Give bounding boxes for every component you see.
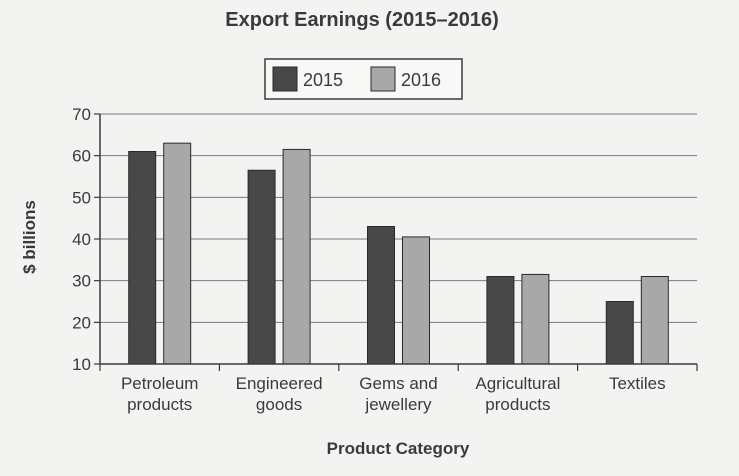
category-labels: Petroleum products Engineered goods Gems and…	[121, 374, 666, 414]
category-label: Textiles	[609, 374, 666, 393]
bar-2016	[640, 276, 669, 365]
category-label: Gems and	[359, 374, 437, 393]
y-tick-label: 40	[72, 230, 91, 249]
bars	[128, 142, 669, 365]
x-axis-title: Product Category	[327, 439, 470, 458]
category-label: Engineered	[236, 374, 323, 393]
chart-title: Export Earnings (2015–2016)	[225, 9, 498, 31]
legend-swatch-2015	[272, 66, 298, 92]
y-tick-label: 70	[72, 105, 91, 124]
y-tick-label: 20	[72, 313, 91, 332]
category-label: products	[485, 395, 550, 414]
y-axis-title: $ billions	[20, 200, 39, 274]
legend-swatch-2016	[370, 66, 396, 92]
y-tick-label: 30	[72, 272, 91, 291]
bar-2016	[402, 236, 430, 365]
category-label: Petroleum	[121, 374, 198, 393]
category-label: jewellery	[364, 395, 432, 414]
bar-2015	[247, 169, 276, 365]
category-label: Agricultural	[475, 374, 560, 393]
bar-2015	[605, 301, 634, 365]
category-label: goods	[256, 395, 302, 414]
category-label: products	[127, 395, 192, 414]
bar-2015	[486, 276, 515, 365]
legend-label-2016: 2016	[401, 70, 441, 90]
legend-label-2015: 2015	[303, 70, 343, 90]
y-tick-label: 10	[72, 355, 91, 374]
y-axis-ticks: 10 20 30 40 50 60 70	[72, 105, 100, 374]
bar-2016	[521, 273, 550, 365]
bar-2016	[163, 142, 192, 365]
x-axis	[99, 114, 698, 371]
legend: 2015 2016	[264, 58, 463, 100]
bar-2015	[128, 151, 157, 365]
y-tick-label: 50	[72, 188, 91, 207]
bar-2016	[282, 148, 311, 365]
gridlines	[100, 113, 697, 323]
bar-2015	[367, 226, 395, 365]
y-tick-label: 60	[72, 147, 91, 166]
legend-box	[264, 58, 463, 100]
